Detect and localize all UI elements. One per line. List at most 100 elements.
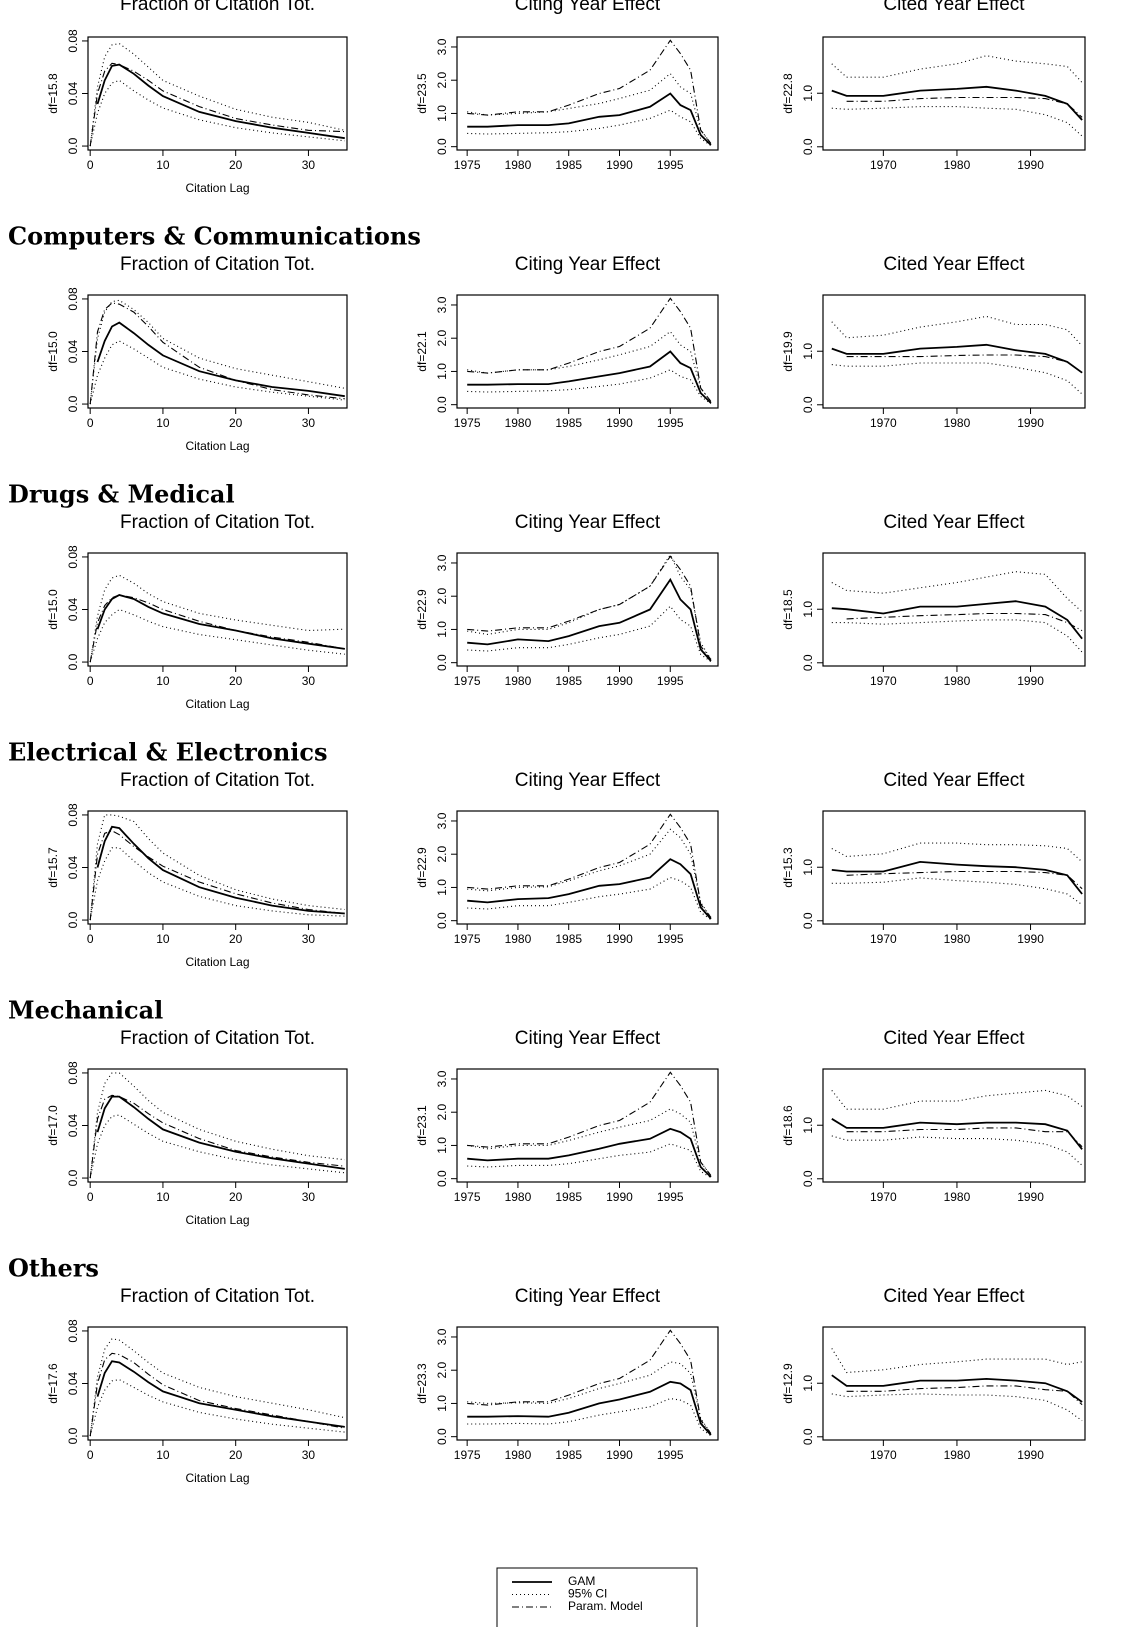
y-tick-label: 0.0: [801, 396, 815, 413]
x-tick-label: 1970: [870, 932, 897, 946]
line-param: [467, 813, 712, 918]
x-tick-label: 10: [156, 416, 170, 430]
x-tick-label: 1990: [1017, 416, 1044, 430]
line-param: [89, 1094, 345, 1179]
panel-title: Fraction of Citation Tot.: [120, 1286, 315, 1307]
y-tick-label: 1.0: [801, 85, 815, 102]
legend-label: GAM: [568, 1574, 595, 1588]
y-axis-label: df=12.9: [781, 1363, 795, 1404]
panel-title: Citing Year Effect: [515, 770, 661, 791]
panel-title: Citing Year Effect: [515, 1028, 661, 1049]
line-ci-low: [831, 106, 1083, 137]
line-ci-low: [831, 1135, 1083, 1166]
line-ci-high: [89, 1338, 345, 1437]
x-tick-label: 1990: [606, 158, 633, 172]
line-gam: [467, 92, 712, 146]
line-ci-high: [467, 72, 712, 144]
x-tick-label: 0: [87, 1190, 94, 1204]
x-tick-label: 1990: [1017, 674, 1044, 688]
y-tick-label: 2.0: [435, 1362, 449, 1379]
panel-title: Cited Year Effect: [883, 0, 1025, 15]
x-tick-label: 1995: [657, 932, 684, 946]
y-tick-label: 0.04: [66, 855, 80, 879]
line-param: [846, 612, 1083, 632]
x-tick-label: 1980: [505, 674, 532, 688]
x-tick-label: 10: [156, 932, 170, 946]
y-axis-label: df=15.0: [46, 589, 60, 630]
line-ci-low: [89, 847, 345, 921]
y-tick-label: 0.0: [435, 1428, 449, 1445]
y-tick-label: 2.0: [435, 330, 449, 347]
y-tick-label: 0.0: [66, 395, 80, 412]
x-tick-label: 1975: [454, 674, 481, 688]
x-tick-label: 1990: [1017, 1190, 1044, 1204]
line-gam: [831, 600, 1083, 640]
panel-title: Fraction of Citation Tot.: [120, 254, 315, 275]
y-tick-label: 2.0: [435, 72, 449, 89]
line-ci-low: [89, 340, 345, 405]
y-tick-label: 2.0: [435, 1104, 449, 1121]
y-tick-label: 0.0: [801, 912, 815, 929]
line-ci-low: [831, 877, 1083, 906]
line-ci-low: [467, 876, 712, 921]
line-param: [846, 870, 1083, 890]
y-axis-label: df=23.5: [415, 73, 429, 114]
plot-frame: [87, 1068, 348, 1183]
x-tick-label: 1980: [505, 932, 532, 946]
line-gam: [96, 63, 345, 140]
x-tick-label: 1995: [657, 158, 684, 172]
section-heading: Computers & Communications: [8, 222, 421, 251]
x-tick-label: 1980: [944, 674, 971, 688]
line-gam: [96, 594, 345, 650]
section-heading: Electrical & Electronics: [8, 738, 328, 767]
x-tick-label: 1985: [555, 158, 582, 172]
line-param: [846, 1127, 1083, 1148]
x-axis-label: Citation Lag: [185, 181, 249, 195]
panel-title: Cited Year Effect: [883, 1286, 1025, 1307]
y-tick-label: 0.0: [66, 911, 80, 928]
x-tick-label: 1990: [1017, 932, 1044, 946]
legend-label: 95% CI: [568, 1587, 607, 1601]
y-axis-label: df=15.0: [46, 331, 60, 372]
line-param: [467, 39, 712, 144]
line-gam: [467, 1380, 712, 1436]
plot-frame: [822, 36, 1086, 151]
line-gam: [831, 860, 1083, 895]
line-gam: [96, 1360, 345, 1428]
y-axis-label: df=17.6: [46, 1363, 60, 1404]
x-tick-label: 1970: [870, 158, 897, 172]
x-tick-label: 1990: [606, 674, 633, 688]
plot-frame: [456, 1068, 719, 1183]
panel-title: Citing Year Effect: [515, 512, 661, 533]
line-ci-low: [467, 369, 712, 405]
line-ci-high: [467, 553, 712, 660]
y-tick-label: 0.04: [66, 81, 80, 105]
line-gam: [467, 858, 712, 920]
y-tick-label: 0.04: [66, 597, 80, 621]
line-ci-low: [831, 362, 1083, 395]
y-axis-label: df=18.5: [781, 589, 795, 630]
x-tick-label: 0: [87, 674, 94, 688]
line-gam: [831, 1374, 1083, 1403]
y-tick-label: 1.0: [801, 859, 815, 876]
y-axis-label: df=19.9: [781, 331, 795, 372]
x-tick-label: 1980: [944, 1448, 971, 1462]
line-param: [846, 1385, 1083, 1406]
plot-frame: [456, 1326, 719, 1441]
x-axis-label: Citation Lag: [185, 697, 249, 711]
plot-frame: [87, 552, 348, 667]
line-ci-low: [467, 1143, 712, 1179]
x-tick-label: 1995: [657, 416, 684, 430]
y-tick-label: 0.04: [66, 1113, 80, 1137]
x-tick-label: 1990: [606, 416, 633, 430]
y-tick-label: 1.0: [435, 1395, 449, 1412]
line-ci-low: [89, 608, 345, 663]
y-tick-label: 1.0: [801, 601, 815, 618]
x-tick-label: 1985: [555, 674, 582, 688]
y-tick-label: 0.08: [66, 1319, 80, 1343]
y-tick-label: 1.0: [801, 1375, 815, 1392]
x-tick-label: 20: [229, 674, 243, 688]
x-tick-label: 1990: [606, 1190, 633, 1204]
y-tick-label: 0.0: [66, 1169, 80, 1186]
section-heading: Others: [8, 1254, 99, 1283]
